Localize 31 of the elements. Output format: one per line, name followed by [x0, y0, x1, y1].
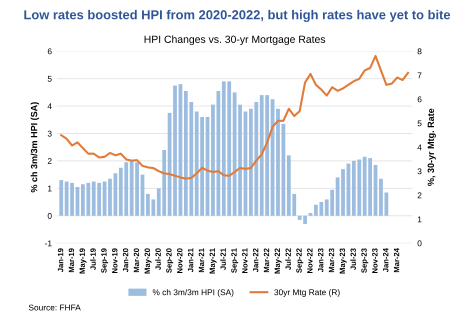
- source-note: Source: FHFA: [28, 304, 81, 310]
- bar: [156, 188, 161, 216]
- line-series: [60, 54, 410, 180]
- y2-tick-label: 0: [418, 240, 422, 246]
- y2-tick-label: 6: [418, 96, 422, 102]
- bar: [124, 162, 128, 216]
- y2-tick-label: 8: [418, 48, 422, 54]
- y-tick-label: -1: [44, 240, 52, 246]
- y-tick-label: 0: [48, 212, 52, 219]
- y-tick-label: 3: [48, 130, 52, 137]
- y-axis-title: % ch 3m/3m HPI (SA): [30, 102, 40, 192]
- chart-title: Low rates boosted HPI from 2020-2022, but high rates have yet to bite: [24, 10, 450, 22]
- bar: [324, 199, 329, 216]
- y-tick-label: 1: [48, 186, 52, 192]
- chart-subtitle: HPI Changes vs. 30-yr Mortgage Rates: [144, 35, 326, 46]
- y-tick-label: 6: [48, 48, 52, 54]
- y-tick-label: 2: [48, 158, 52, 164]
- y2-axis-title: %, 30-yr Mtg. Rate: [428, 108, 436, 186]
- y2-tick-label: 5: [418, 120, 422, 126]
- bar: [357, 160, 362, 216]
- legend-label: 30yr Mtg Rate (R): [274, 289, 340, 297]
- y-tick-label: 5: [48, 76, 52, 82]
- legend-label: % ch 3m/3m HPI (SA): [152, 289, 234, 297]
- bar: [92, 181, 96, 216]
- y-tick-label: 4: [48, 103, 52, 110]
- y2-tick-label: 4: [417, 144, 422, 150]
- y2-tick-label: 7: [418, 72, 422, 78]
- y2-tick-label: 1: [418, 216, 422, 222]
- y2-tick-label: 2: [418, 192, 422, 198]
- y2-tick-label: 3: [418, 168, 422, 174]
- bar: [292, 194, 296, 216]
